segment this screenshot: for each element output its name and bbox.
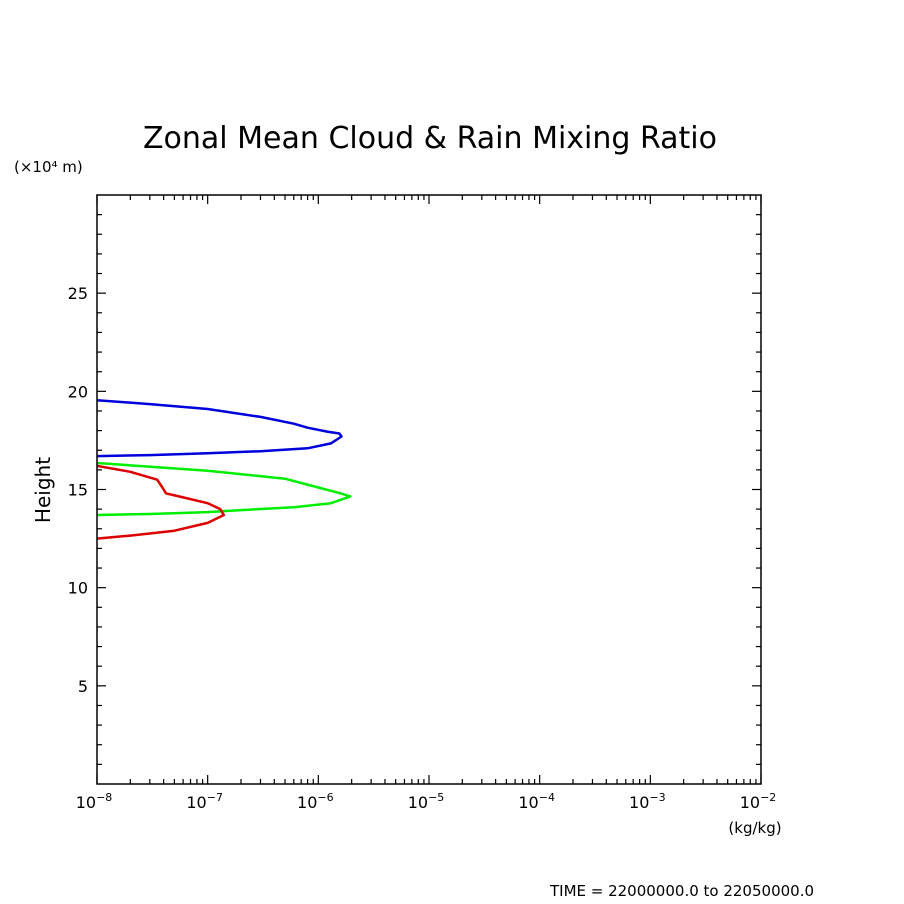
plot-area-frame (96, 194, 762, 785)
y-axis-label: Height (31, 457, 55, 523)
y-tick-label: 5 (78, 677, 88, 696)
chart-title: Zonal Mean Cloud & Rain Mixing Ratio (143, 121, 717, 156)
series-line (96, 398, 343, 458)
y-axis-unit-label: (×10⁴ m) (14, 158, 83, 176)
x-tick-label: 10−6 (297, 791, 334, 812)
time-range-footer: TIME = 22000000.0 to 22050000.0 (549, 882, 814, 900)
y-tick-label: 20 (68, 382, 88, 401)
y-tick-label: 15 (68, 481, 88, 500)
x-tick-label: 10−8 (76, 791, 113, 812)
y-tick-label: 25 (68, 284, 88, 303)
x-tick-label: 10−4 (518, 791, 555, 812)
x-tick-label: 10−5 (408, 791, 445, 812)
data-series (96, 398, 352, 540)
tick-marks (96, 195, 762, 784)
x-tick-label: 10−3 (629, 791, 666, 812)
y-tick-label: 10 (68, 579, 88, 598)
x-axis-label: (kg/kg) (728, 819, 781, 837)
y-tick-labels: 5 10 15 20 25 (68, 284, 88, 696)
series-line (96, 464, 226, 540)
x-tick-labels: 10−8 10−7 10−6 10−5 10−4 10−3 10−2 (76, 791, 777, 812)
x-tick-label: 10−7 (186, 791, 223, 812)
series-line (96, 461, 352, 517)
x-tick-label: 10−2 (740, 791, 777, 812)
